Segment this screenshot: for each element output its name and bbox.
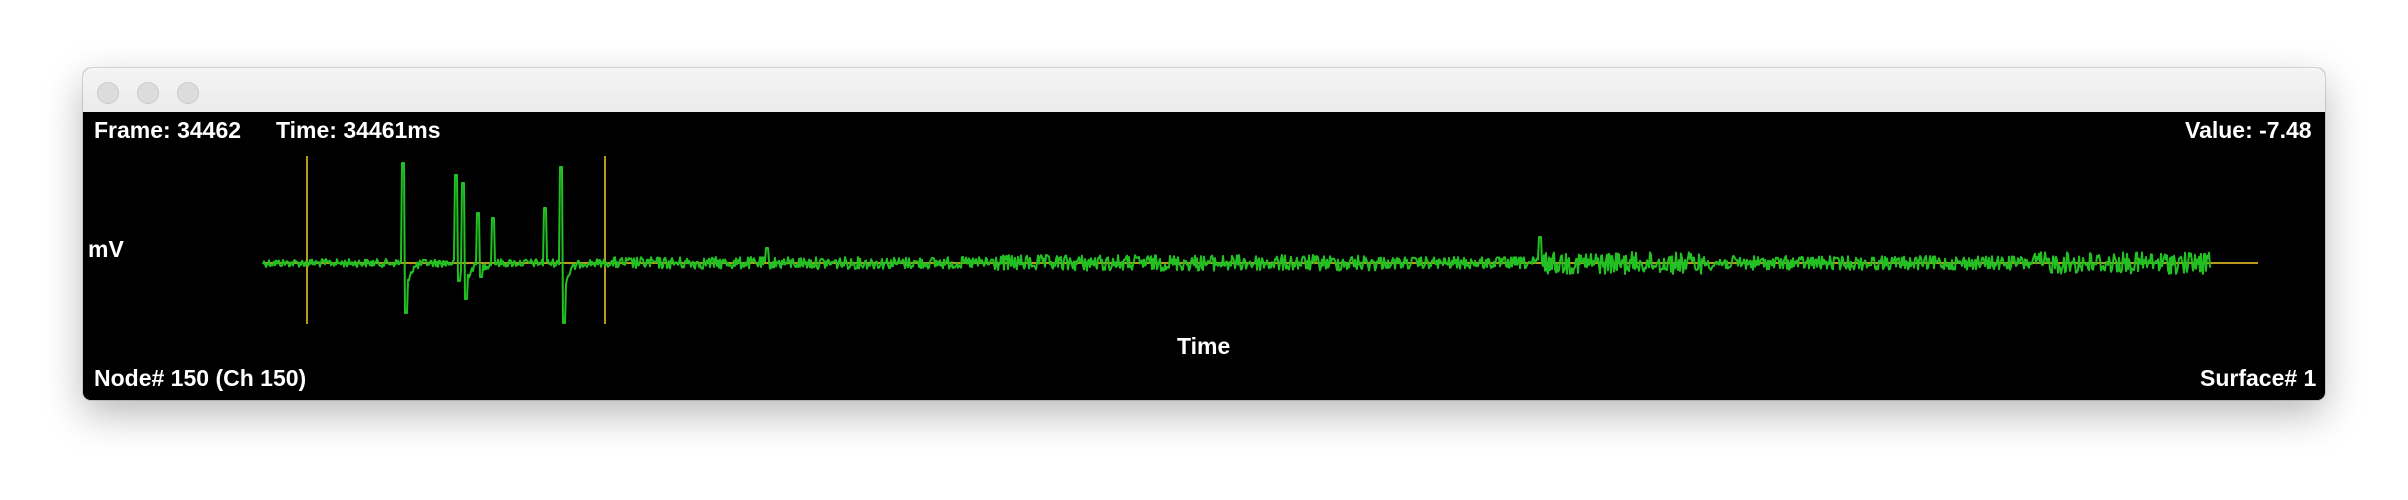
title-bar[interactable] [83, 68, 2325, 113]
signal-plot[interactable]: Frame: 34462 Time: 34461ms Value: -7.48 … [83, 112, 2325, 400]
value-label: Value: -7.48 [2185, 117, 2312, 143]
close-button[interactable] [97, 82, 119, 104]
signal-trace [262, 162, 2212, 324]
frame-label: Frame: 34462 [94, 117, 242, 143]
signal-viewer-window: Frame: 34462 Time: 34461ms Value: -7.48 … [83, 68, 2325, 400]
node-label: Node# 150 (Ch 150) [94, 365, 307, 391]
time-label: Time: 34461ms [276, 117, 441, 143]
zoom-button[interactable] [177, 82, 199, 104]
x-axis-label: Time [1177, 333, 1231, 359]
signal-trace-canvas [262, 156, 2258, 324]
surface-label: Surface# 1 [2200, 365, 2317, 391]
minimize-button[interactable] [137, 82, 159, 104]
y-axis-label: mV [88, 236, 124, 262]
